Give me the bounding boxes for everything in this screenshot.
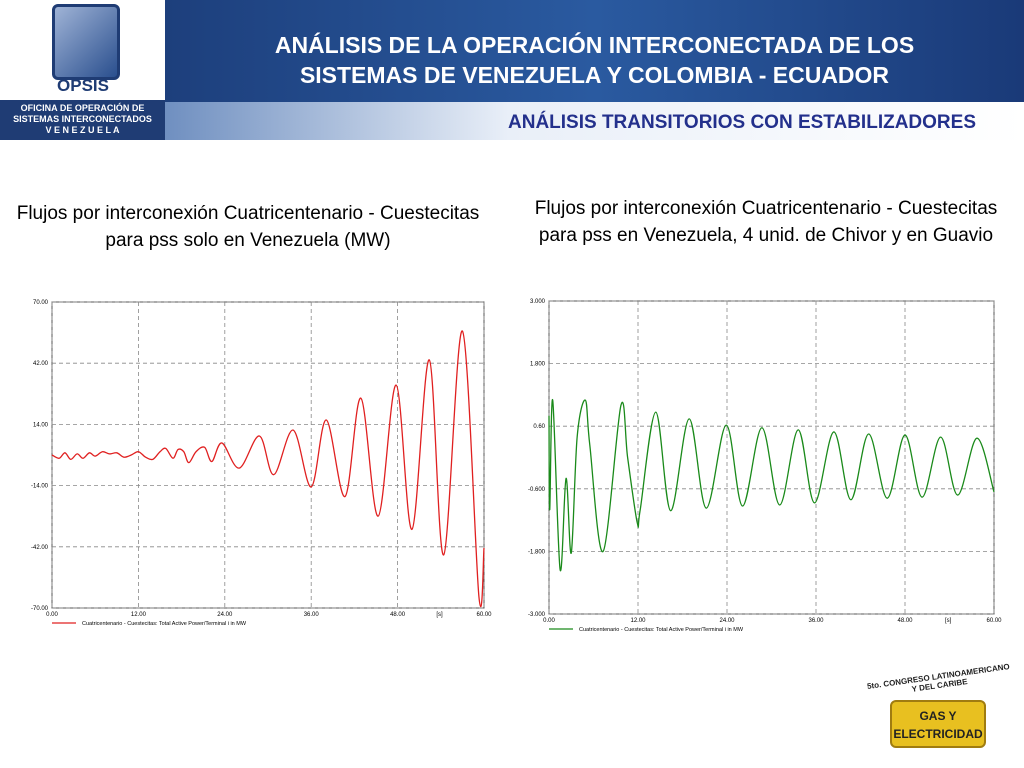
y-tick-label: 14.00 — [33, 422, 49, 428]
x-tick-label: 60.00 — [476, 612, 492, 618]
series-line — [548, 399, 995, 572]
y-tick-label: 1.800 — [530, 362, 546, 368]
logo-text: OPSIS — [57, 76, 109, 95]
x-tick-label: 48.00 — [390, 612, 406, 618]
y-tick-label: -0.600 — [528, 487, 546, 493]
y-tick-label: 0.60 — [533, 424, 545, 430]
logo-line: ELECTRICIDAD — [893, 727, 983, 741]
title-line: SISTEMAS DE VENEZUELA Y COLOMBIA - ECUAD… — [299, 62, 890, 88]
y-tick-label: -3.000 — [528, 612, 546, 618]
x-tick-label: 48.00 — [897, 618, 913, 624]
subtitle-band — [165, 102, 1024, 140]
org-box: OFICINA DE OPERACIÓN DE SISTEMAS INTERCO… — [0, 100, 165, 140]
x-tick-label: 36.00 — [304, 612, 320, 618]
x-tick-label: 36.00 — [808, 618, 824, 624]
x-tick-label: 12.00 — [630, 618, 646, 624]
x-tick-label: 60.00 — [986, 618, 1002, 624]
plot-frame — [548, 300, 995, 615]
x-tick-label: 0.00 — [543, 618, 555, 624]
y-tick-label: -14.00 — [31, 484, 49, 490]
y-tick-label: 42.00 — [33, 361, 49, 367]
y-tick-label: 3.000 — [530, 299, 546, 305]
x-axis-label: [s] — [436, 612, 443, 618]
legend-label: Cuatricentenario - Cuestecitas: Total Ac… — [579, 627, 744, 633]
x-tick-label: 0.00 — [46, 612, 58, 618]
org-line: SISTEMAS INTERCONECTADOS — [13, 114, 152, 124]
x-tick-label: 24.00 — [719, 618, 735, 624]
legend-label: Cuatricentenario - Cuestecitas: Total Ac… — [82, 621, 247, 627]
y-tick-label: -1.800 — [528, 549, 546, 555]
title-line: ANÁLISIS DE LA OPERACIÓN INTERCONECTADA … — [274, 32, 915, 58]
series-line — [51, 330, 485, 608]
plot-frame — [51, 301, 485, 609]
org-line: V E N E Z U E L A — [45, 125, 120, 135]
y-tick-label: -42.00 — [31, 545, 49, 551]
logo-mark — [52, 4, 120, 80]
congress-logo: 5to. CONGRESO LATINOAMERICANO Y DEL CARI… — [866, 662, 1012, 762]
title: ANÁLISIS DE LA OPERACIÓN INTERCONECTADA … — [165, 30, 1024, 90]
y-tick-label: 70.00 — [33, 300, 49, 306]
logo-badge: GAS Y ELECTRICIDAD — [890, 700, 986, 748]
x-axis-label: [s] — [945, 618, 952, 624]
org-line: OFICINA DE OPERACIÓN DE — [20, 103, 145, 113]
logo-line: GAS Y — [919, 709, 957, 723]
chart-title: Flujos por interconexión Cuatricentenari… — [534, 198, 998, 246]
x-tick-label: 12.00 — [131, 612, 147, 618]
subtitle: ANÁLISIS TRANSITORIOS CON ESTABILIZADORE… — [508, 112, 976, 133]
logo-box: OPSIS — [0, 0, 165, 100]
chart-title: Flujos por interconexión Cuatricentenari… — [16, 203, 480, 251]
header-band — [165, 0, 1024, 102]
y-tick-label: -70.00 — [31, 606, 49, 612]
x-tick-label: 24.00 — [217, 612, 233, 618]
